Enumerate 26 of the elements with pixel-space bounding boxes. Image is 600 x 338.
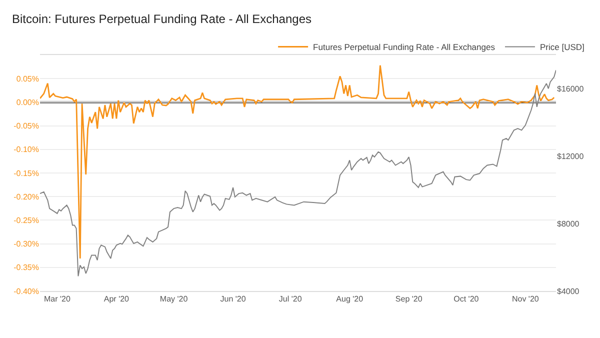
- y-tick-label: 0.00%: [16, 98, 39, 107]
- x-tick-label: May '20: [160, 294, 188, 304]
- x-tick-label: Apr '20: [104, 294, 130, 304]
- y2-tick-label: $12000: [557, 152, 584, 161]
- legend-label: Futures Perpetual Funding Rate - All Exchanges: [313, 42, 495, 52]
- x-tick-label: Nov '20: [512, 294, 540, 304]
- y-tick-label: -0.25%: [14, 216, 39, 225]
- y-tick-label: -0.40%: [14, 286, 39, 296]
- x-tick-label: Jul '20: [278, 294, 302, 304]
- y-tick-label: -0.30%: [14, 240, 39, 249]
- y2-tick-label: $16000: [557, 84, 584, 94]
- y-tick-label: -0.10%: [14, 145, 39, 154]
- y-tick-label: -0.35%: [14, 263, 39, 272]
- legend-label: Price [USD]: [540, 42, 584, 52]
- x-tick-label: Jun '20: [220, 294, 246, 304]
- y-tick-label: -0.20%: [14, 192, 39, 202]
- x-tick-label: Sep '20: [395, 294, 423, 304]
- y-tick-label: -0.15%: [14, 168, 39, 178]
- y2-tick-label: $8000: [557, 219, 580, 228]
- x-tick-label: Aug '20: [336, 294, 364, 304]
- y-tick-label: 0.05%: [16, 74, 39, 84]
- y2-tick-label: $4000: [557, 286, 580, 296]
- x-tick-label: Mar '20: [44, 294, 71, 304]
- x-tick-label: Oct '20: [454, 294, 480, 304]
- chart-title: Bitcoin: Futures Perpetual Funding Rate - All Exchanges: [12, 12, 312, 26]
- y-tick-label: -0.05%: [14, 122, 39, 131]
